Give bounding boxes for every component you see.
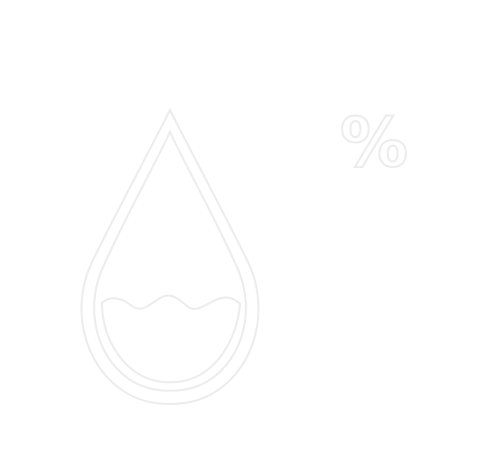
- outer-drop-outline: [80, 107, 260, 405]
- percent-symbol: %: [340, 104, 408, 183]
- water-level-wave: [100, 294, 242, 384]
- inner-drop-outline: [93, 129, 247, 392]
